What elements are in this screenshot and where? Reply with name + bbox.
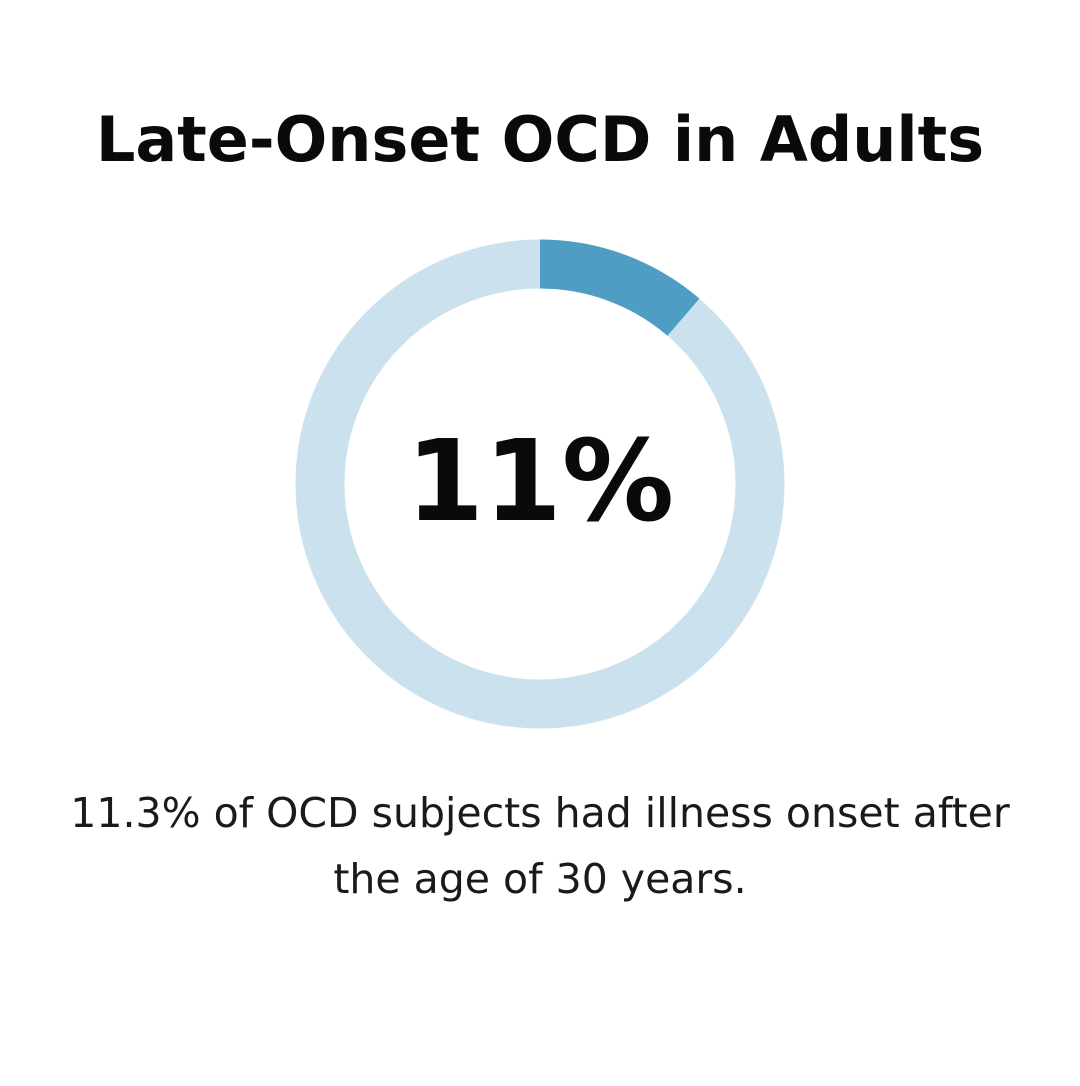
donut-center-label: 11% [406,417,674,547]
donut-chart: 11% [295,239,785,729]
donut-value-arc [295,239,785,729]
chart-title: Late-Onset OCD in Adults [95,103,985,176]
caption-text: 11.3% of OCD subjects had illness onset … [70,789,1010,903]
